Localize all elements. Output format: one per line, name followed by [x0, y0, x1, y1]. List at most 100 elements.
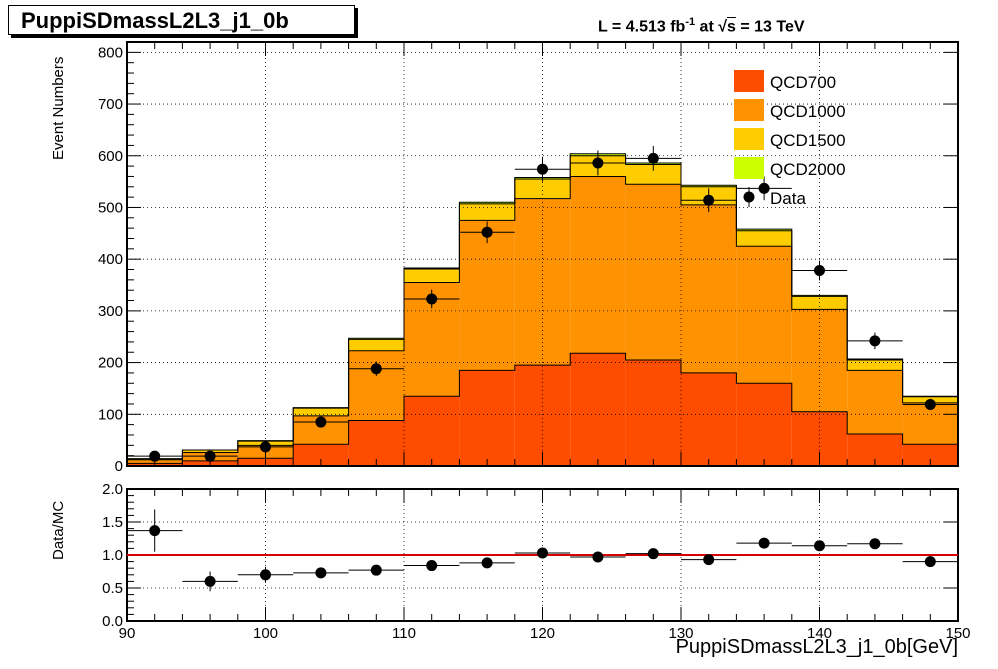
ratio-point-6	[481, 557, 493, 569]
bar-qcd1500-3	[293, 408, 349, 416]
legend-swatch-qcd1000	[734, 99, 764, 121]
data-point-4	[370, 363, 382, 375]
ratio-y-tick-label: 0.0	[102, 613, 123, 630]
bar-qcd1000-7	[514, 198, 571, 366]
x-tick-label: 140	[807, 625, 832, 642]
main-y-tick-label: 0	[115, 458, 123, 475]
data-point-12	[814, 265, 825, 277]
main-y-tick-label: 800	[98, 44, 123, 61]
bar-qcd1500-5	[404, 268, 460, 283]
bar-qcd2000-13	[847, 358, 903, 360]
bar-qcd1000-10	[681, 204, 737, 373]
main-y-tick-label: 600	[98, 148, 123, 165]
bar-qcd2000-10	[681, 185, 737, 187]
bar-qcd1500-6	[459, 203, 515, 221]
bar-qcd700-9	[625, 360, 681, 466]
bar-qcd700-3	[293, 444, 349, 466]
ratio-point-7	[537, 547, 548, 559]
data-point-2	[260, 441, 271, 453]
ratio-point-13	[869, 538, 881, 550]
bar-qcd1000-8	[570, 176, 626, 354]
main-y-tick-label: 300	[98, 303, 123, 320]
data-point-1	[204, 450, 216, 462]
ratio-point-0	[149, 525, 161, 537]
data-point-11	[758, 182, 770, 194]
main-y-tick-label: 700	[98, 96, 123, 113]
data-point-0	[149, 450, 161, 462]
bar-qcd2000-11	[736, 229, 792, 231]
legend-swatch-qcd2000	[734, 157, 764, 179]
ratio-point-12	[814, 540, 825, 552]
ratio-y-axis-title: Data/MC	[50, 500, 67, 560]
legend-label-qcd1000: QCD1000	[770, 102, 846, 121]
bar-qcd2000-12	[791, 295, 848, 297]
bar-qcd2000-5	[404, 267, 460, 269]
bar-qcd1000-4	[348, 350, 404, 421]
data-point-5	[426, 293, 438, 305]
bar-qcd700-11	[736, 383, 792, 466]
x-tick-label: 100	[253, 625, 278, 642]
ratio-y-tick-label: 1.5	[102, 514, 123, 531]
ratio-point-10	[703, 554, 715, 566]
luminosity-label: L = 4.513 fb-1 at √s = 13 TeV	[598, 16, 805, 36]
bar-qcd1500-7	[514, 179, 571, 199]
ratio-y-tick-label: 2.0	[102, 481, 123, 498]
legend-label-data: Data	[770, 189, 806, 208]
bar-qcd700-6	[459, 370, 515, 466]
x-tick-label: 130	[668, 625, 693, 642]
bar-qcd1500-11	[736, 230, 792, 247]
bar-qcd1000-11	[736, 246, 792, 384]
bar-qcd1500-9	[625, 164, 681, 185]
bar-qcd1000-6	[459, 220, 515, 371]
bar-qcd2000-4	[348, 338, 404, 340]
ratio-point-5	[426, 560, 438, 572]
bar-qcd1500-4	[348, 339, 404, 351]
legend-label-qcd2000: QCD2000	[770, 160, 846, 179]
x-tick-label: 90	[119, 625, 136, 642]
ratio-y-tick-label: 1.0	[102, 547, 123, 564]
ratio-point-8	[592, 551, 604, 563]
ratio-point-2	[260, 569, 271, 581]
x-tick-label: 110	[392, 625, 416, 642]
x-tick-label: 150	[945, 625, 970, 642]
main-y-tick-label: 500	[98, 199, 123, 216]
ratio-y-tick-label: 0.5	[102, 580, 123, 597]
bar-qcd700-14	[902, 444, 958, 466]
bar-qcd2000-6	[459, 202, 515, 204]
plot-title: PuppiSDmassL2L3_j1_0b	[8, 5, 355, 35]
data-point-13	[869, 335, 881, 347]
data-point-6	[481, 226, 493, 238]
data-point-9	[647, 152, 659, 164]
bar-qcd700-8	[570, 353, 626, 466]
legend-swatch-qcd1500	[734, 128, 764, 150]
data-point-10	[703, 194, 715, 206]
ratio-point-3	[315, 567, 327, 579]
bar-qcd1000-9	[625, 184, 681, 360]
bar-qcd1000-13	[847, 370, 903, 434]
ratio-point-4	[370, 564, 382, 576]
legend-label-qcd1500: QCD1500	[770, 131, 846, 150]
bar-qcd1500-13	[847, 360, 903, 371]
ratio-point-11	[758, 537, 770, 549]
bar-qcd700-4	[348, 420, 404, 466]
main-plot: 0 100 200 300 400 500 600 700 800	[98, 41, 959, 475]
ratio-point-14	[924, 556, 936, 568]
ratio-point-1	[204, 575, 216, 587]
bar-qcd700-7	[514, 365, 571, 466]
main-y-tick-label: 400	[98, 251, 123, 268]
data-point-14	[924, 398, 936, 410]
stack-outline-qcd700	[127, 352, 958, 464]
main-y-tick-label: 100	[98, 406, 123, 423]
x-axis-title: PuppiSDmassL2L3_j1_0b[GeV]	[675, 636, 958, 658]
main-y-axis-title: Event Numbers	[50, 56, 67, 160]
data-point-8	[592, 157, 604, 169]
x-tick-label: 120	[530, 625, 555, 642]
ratio-point-9	[647, 548, 659, 560]
ratio-plot: 0.0 0.5 1.0 1.5 2.0 90 100 110 120 130 140 150	[102, 481, 970, 642]
legend-label-qcd700: QCD700	[770, 73, 836, 92]
legend-marker-data	[743, 191, 755, 203]
data-point-3	[315, 416, 327, 428]
bar-qcd1000-12	[791, 309, 848, 412]
legend-swatch-qcd700	[734, 70, 764, 92]
